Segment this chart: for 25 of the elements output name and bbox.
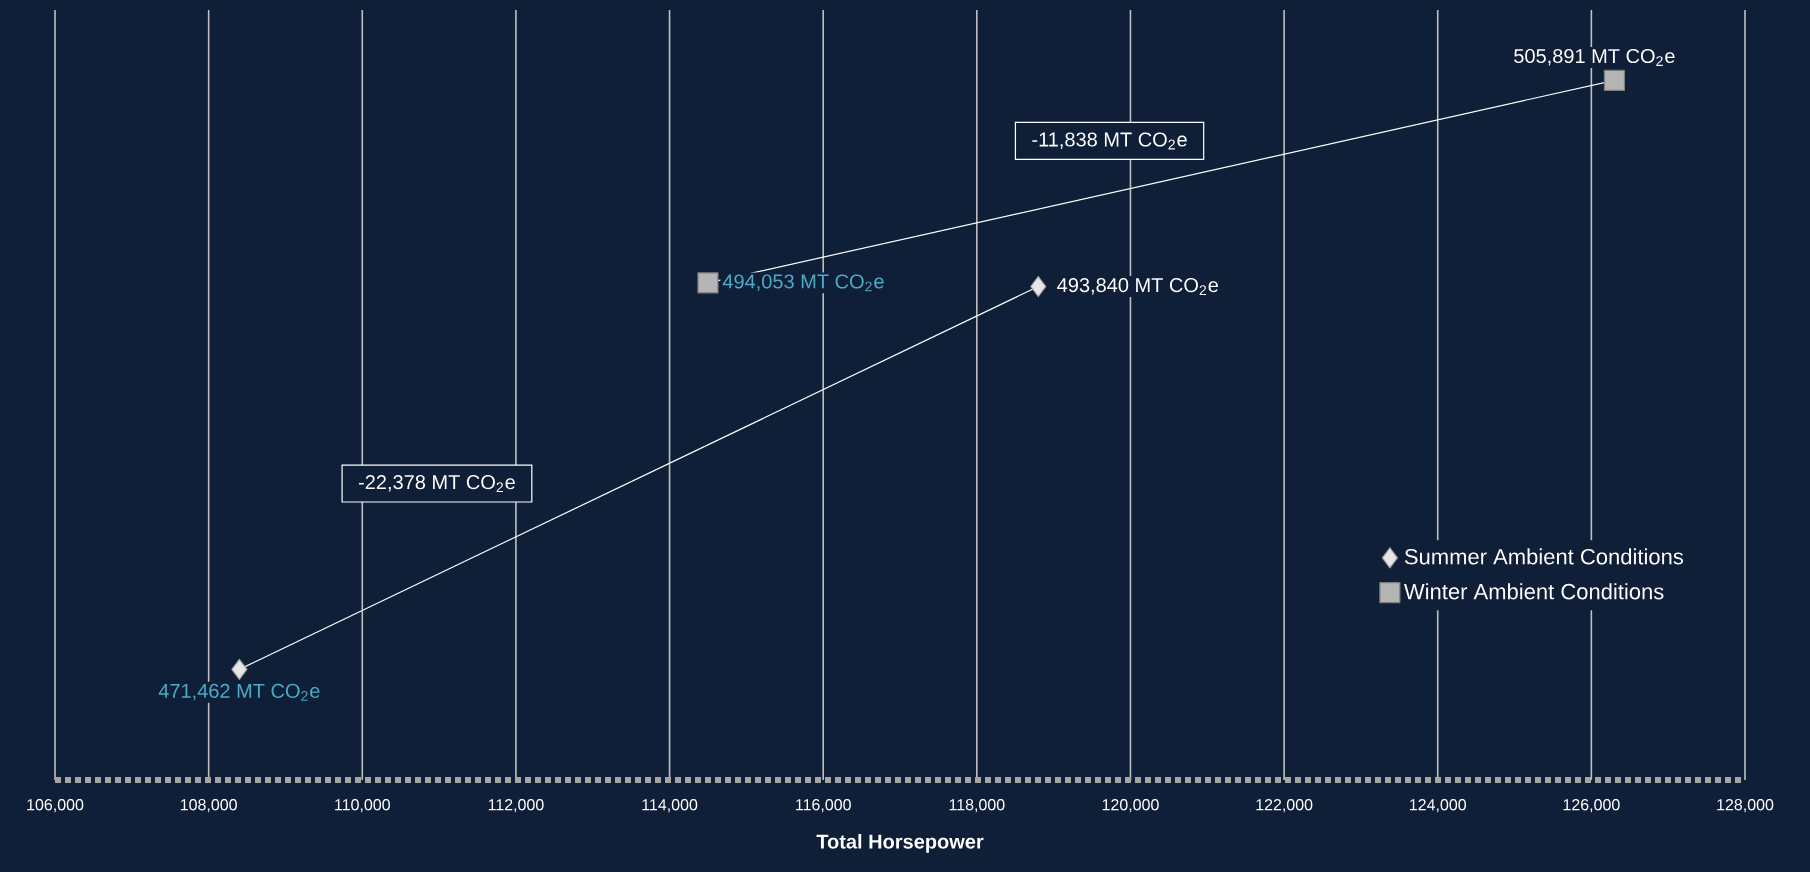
legend-label: Winter Ambient Conditions xyxy=(1403,583,1664,600)
legend-label: Summer Ambient Conditions xyxy=(1404,548,1684,565)
point xyxy=(231,658,248,681)
annotation: -22,378 MT CO$_{2}$e xyxy=(358,475,515,493)
point xyxy=(697,272,719,294)
data-label: 505,891 MT CO$_{2}$e xyxy=(1514,48,1675,66)
x-tick-label: 120,000 xyxy=(1102,799,1159,813)
x-tick-label: 128,000 xyxy=(1717,799,1774,813)
point xyxy=(1603,69,1626,91)
x-tick-label: 110,000 xyxy=(335,799,390,813)
x-tick-label: 126,000 xyxy=(1563,799,1620,813)
data-label: 471,462 MT CO$_{2}$e xyxy=(158,683,320,701)
x-tick-label: 108,000 xyxy=(180,799,237,813)
x-tick-label: 122,000 xyxy=(1256,799,1313,813)
point xyxy=(1030,275,1047,298)
data-label: 494,053 MT CO$_{2}$e xyxy=(722,274,884,292)
x-tick-label: 116,000 xyxy=(796,799,851,813)
x-tick-label: 118,000 xyxy=(949,799,1005,813)
data-label: 493,840 MT CO$_{2}$e xyxy=(1057,278,1218,295)
x-tick-label: 114,000 xyxy=(642,799,698,813)
x-tick-label: 112,000 xyxy=(488,799,544,813)
x-axis-title: Total Horsepower xyxy=(816,834,984,853)
x-tick-label: 124,000 xyxy=(1410,799,1467,813)
annotation: -11,838 MT CO$_{2}$e xyxy=(1032,132,1187,150)
x-tick-label: 106,000 xyxy=(27,799,84,813)
